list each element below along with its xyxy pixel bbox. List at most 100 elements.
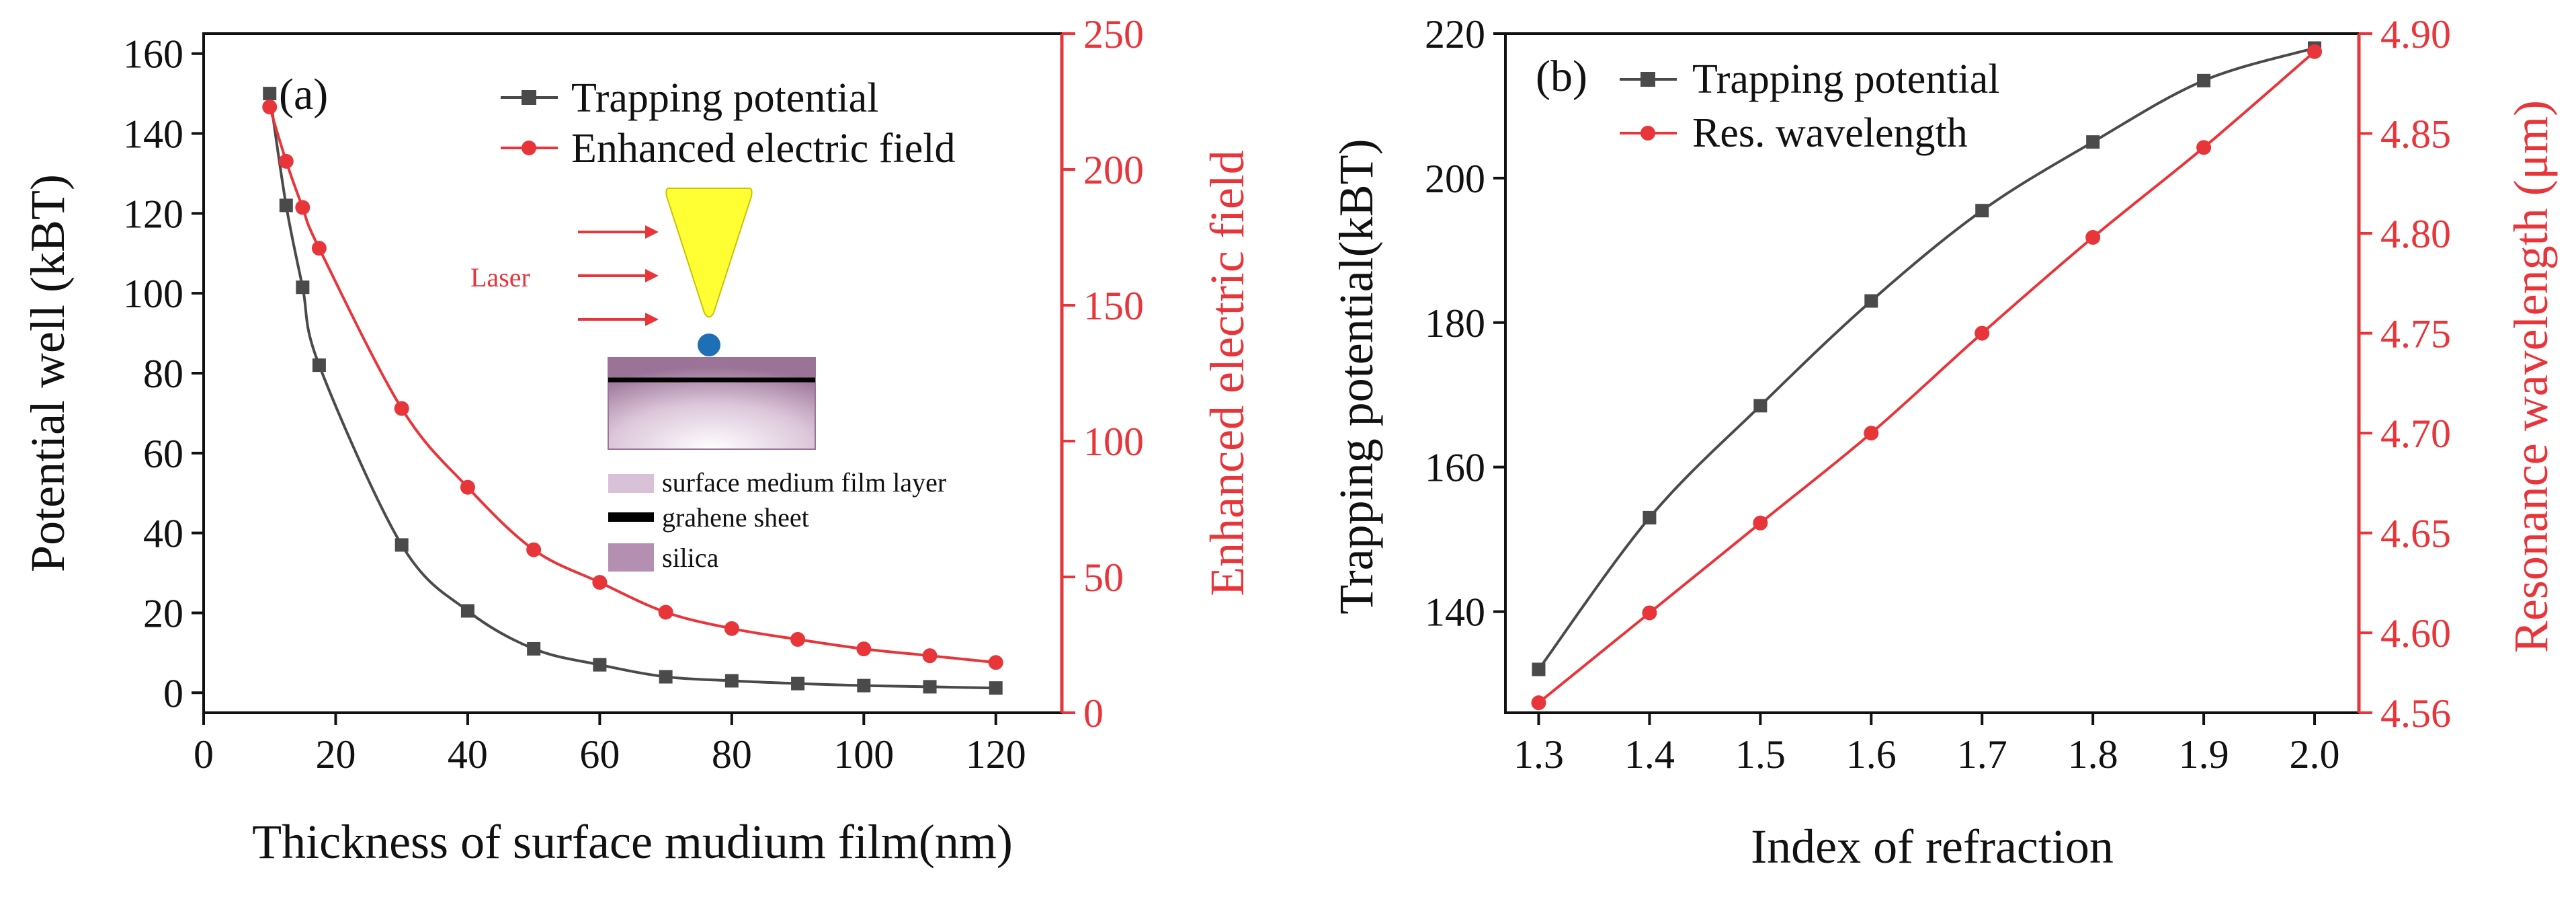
x-tick-label: 60	[579, 732, 620, 777]
data-point-square	[923, 680, 937, 694]
y-left-tick-label: 60	[143, 432, 183, 476]
panel-a-left-axis-label: Potential well (kBT)	[21, 174, 75, 572]
panel-a-legend: Trapping potential Enhanced electric fie…	[501, 75, 955, 171]
panel-b-left-axis-label: Trapping potential(kBT)	[1329, 139, 1383, 614]
legend-marker-square	[1640, 72, 1655, 87]
data-point-circle	[724, 621, 739, 636]
data-point-square	[857, 678, 871, 693]
data-point-square	[1753, 399, 1768, 413]
y-left-tick-label: 160	[123, 32, 183, 77]
legend-label-trapping: Trapping potential	[571, 75, 879, 121]
panel-a-x-tick-labels: 0 20 40 60 80 100 120	[194, 732, 1026, 777]
data-point-circle	[988, 655, 1003, 670]
data-point-circle	[1531, 695, 1546, 711]
inset-legend-film: surface medium film layer	[662, 467, 946, 498]
data-point-square	[460, 604, 474, 618]
data-point-square	[296, 280, 310, 295]
panel-a-inset: Laser surface medium film layer grahene …	[470, 188, 946, 573]
probe-tip	[665, 188, 753, 318]
panel-a-x-axis-label: Thickness of surface mudium film(nm)	[252, 815, 1013, 869]
x-tick-label: 80	[712, 732, 752, 777]
panel-b-x-tick-labels: 1.3 1.4 1.5 1.6 1.7 1.8 1.9 2.0	[1513, 732, 2340, 777]
data-point-square	[989, 681, 1003, 695]
nanoparticle	[698, 334, 720, 356]
x-tick-label: 40	[448, 732, 488, 777]
x-tick-label: 1.3	[1513, 732, 1564, 777]
panel-a-ticks	[192, 32, 1075, 725]
data-point-circle	[2085, 230, 2101, 245]
x-tick-label: 1.9	[2179, 732, 2229, 777]
panel-b-right-tick-labels: 4.56 4.60 4.65 4.70 4.75 4.80 4.85 4.90	[2380, 12, 2451, 736]
data-point-square	[593, 658, 607, 672]
data-point-circle	[311, 241, 327, 256]
x-tick-label: 2.0	[2290, 732, 2340, 777]
data-point-circle	[1864, 426, 1879, 441]
data-point-square	[394, 538, 409, 552]
y-right-tick-label: 4.56	[2380, 691, 2451, 736]
panel-b-ticks	[1493, 32, 2372, 725]
x-tick-label: 1.4	[1624, 732, 1675, 777]
data-point-square	[1532, 662, 1546, 676]
data-point-square	[312, 358, 326, 373]
y-left-tick-label: 220	[1425, 12, 1485, 56]
panel-a-label: (a)	[279, 70, 328, 119]
y-left-tick-label: 160	[1425, 446, 1485, 490]
x-tick-label: 1.8	[2068, 732, 2118, 777]
y-right-tick-label: 4.90	[2380, 12, 2451, 56]
panel-a-right-tick-labels: 0 50 100 150 200 250	[1083, 12, 1144, 736]
data-point-square	[2086, 135, 2100, 149]
y-left-tick-label: 20	[143, 591, 183, 635]
data-point-circle	[922, 648, 938, 664]
data-point-circle	[1642, 605, 1657, 621]
data-point-square	[724, 674, 739, 688]
data-point-square	[1864, 294, 1878, 308]
legend-marker-square	[522, 90, 536, 105]
substrate-block	[608, 357, 816, 450]
film-swatch	[608, 474, 654, 493]
data-point-square	[263, 87, 277, 101]
y-left-tick-label: 200	[1425, 157, 1485, 201]
data-point-circle	[295, 200, 310, 215]
data-point-square	[2197, 73, 2211, 87]
data-point-circle	[526, 542, 542, 557]
y-right-tick-label: 4.60	[2380, 611, 2451, 656]
y-right-tick-label: 4.75	[2380, 312, 2451, 356]
legend-label-field: Enhanced electric field	[571, 126, 955, 171]
data-point-circle	[1753, 515, 1768, 531]
series-line-red	[1538, 50, 2316, 704]
data-point-square	[659, 670, 673, 684]
panel-b-x-axis-label: Index of refraction	[1751, 820, 2114, 873]
data-point-circle	[460, 479, 475, 495]
y-right-tick-label: 50	[1083, 555, 1124, 600]
panel-b-series	[1531, 41, 2323, 711]
y-right-tick-label: 4.65	[2380, 512, 2451, 556]
y-left-tick-label: 140	[123, 112, 183, 157]
panel-b-label: (b)	[1536, 52, 1587, 101]
x-tick-label: 0	[194, 732, 214, 777]
panel-b: 1.3 1.4 1.5 1.6 1.7 1.8 1.9 2.0 140 160 …	[1329, 12, 2558, 873]
x-tick-label: 1.6	[1846, 732, 1897, 777]
laser-arrowhead	[645, 313, 659, 326]
data-point-square	[1643, 510, 1657, 524]
data-point-circle	[394, 401, 409, 416]
y-left-tick-label: 180	[1425, 301, 1485, 346]
x-tick-label: 120	[966, 732, 1026, 777]
data-point-circle	[262, 100, 278, 115]
panel-a-left-tick-labels: 0 20 40 60 80 100 120 140 160	[123, 32, 183, 716]
laser-label: Laser	[470, 262, 530, 292]
data-point-circle	[856, 641, 872, 657]
laser-arrows	[578, 225, 659, 326]
x-tick-label: 100	[833, 732, 894, 777]
y-right-tick-label: 4.80	[2380, 212, 2451, 256]
x-tick-label: 1.7	[1957, 732, 2007, 777]
y-left-tick-label: 100	[123, 272, 183, 316]
data-point-square	[527, 641, 541, 656]
panel-a-right-axis-label: Enhanced electric field	[1200, 150, 1254, 596]
x-tick-label: 1.5	[1735, 732, 1786, 777]
laser-arrowhead	[645, 269, 659, 282]
y-right-tick-label: 250	[1083, 12, 1144, 56]
data-point-circle	[2307, 44, 2323, 59]
panel-a: 0 20 40 60 80 100 120 0 20 40 60 80 100 …	[21, 12, 1254, 869]
data-point-square	[279, 198, 293, 212]
